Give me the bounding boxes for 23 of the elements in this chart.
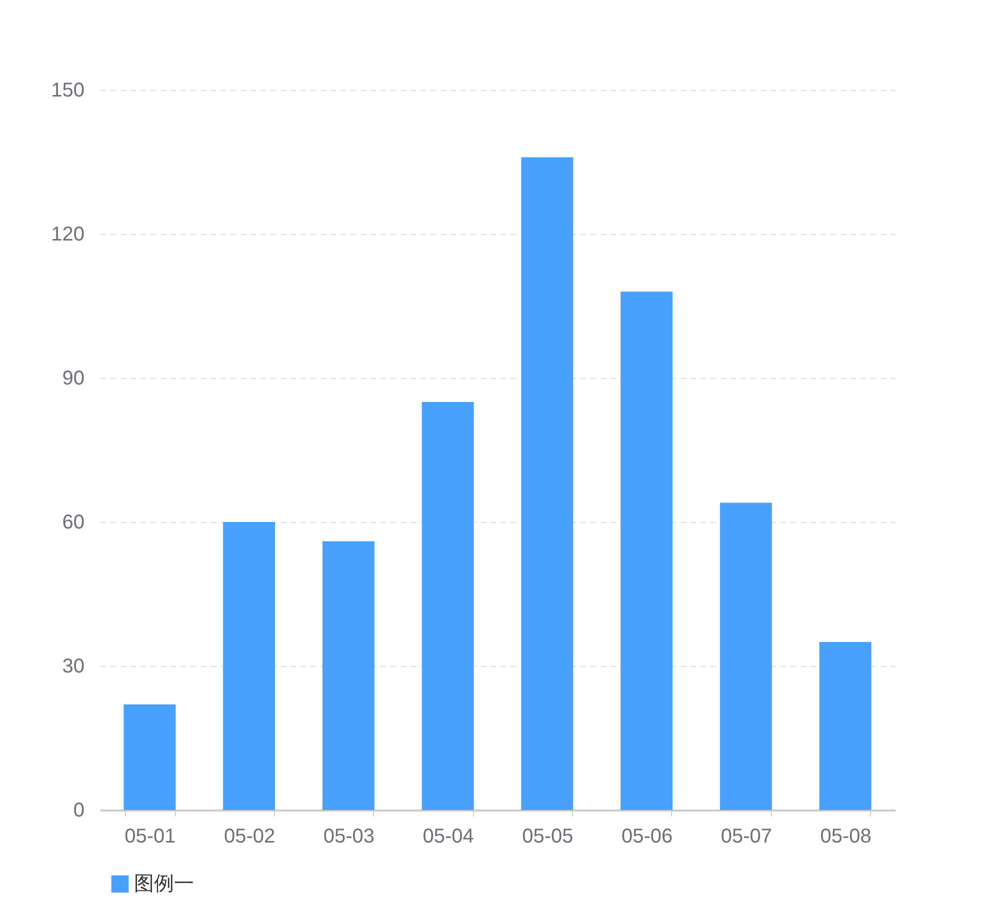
- y-tick-label: 0: [73, 800, 84, 822]
- x-tick-label: 05-06: [621, 826, 673, 848]
- bar: [322, 541, 374, 810]
- bar: [223, 522, 276, 810]
- bar: [720, 502, 772, 810]
- bar: [521, 157, 574, 810]
- bar: [124, 704, 176, 810]
- x-tick-label: 05-03: [323, 826, 375, 848]
- x-tick-label: 05-08: [820, 826, 872, 848]
- y-tick-label: 30: [62, 656, 84, 678]
- x-tick-label: 05-01: [124, 826, 176, 848]
- y-tick-label: 90: [62, 368, 84, 390]
- x-tick-label: 05-07: [720, 826, 772, 848]
- x-tick-label: 05-05: [522, 826, 574, 848]
- y-tick-label: 150: [51, 80, 84, 102]
- bar: [819, 642, 872, 810]
- bar: [620, 292, 673, 810]
- y-tick-label: 120: [51, 224, 84, 246]
- bar: [422, 402, 474, 810]
- y-tick-label: 60: [62, 512, 84, 534]
- x-tick-label: 05-02: [224, 826, 276, 848]
- legend-label: 图例一: [134, 873, 194, 895]
- x-tick-label: 05-04: [422, 826, 474, 848]
